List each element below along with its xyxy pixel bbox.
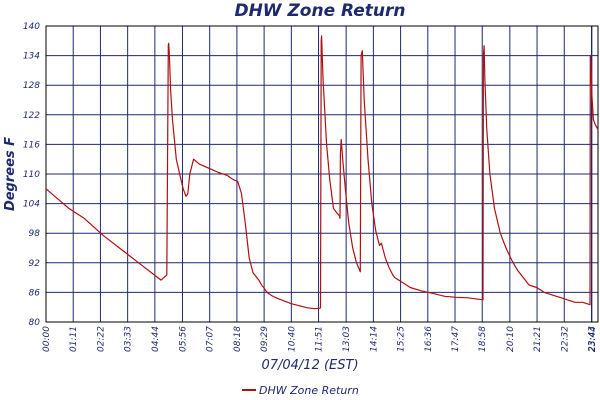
x-tick-label: 18:58 [478, 326, 488, 352]
chart-title: DHW Zone Return [234, 1, 405, 21]
y-tick-label: 140 [23, 22, 40, 32]
x-tick-labels: 00:00 01:11 02:22 03:33 04:44 05:56 07:07 08:18… [42, 326, 598, 352]
legend: DHW Zone Return [242, 384, 359, 397]
x-tick-label: 17:47 [451, 326, 461, 352]
y-tick-label: 86 [29, 288, 41, 298]
plot-frame [45, 25, 599, 323]
x-tick-label: 23:44 [588, 326, 598, 352]
y-tick-label: 92 [29, 259, 41, 269]
series-line-dhw-zone-return [45, 35, 599, 310]
y-tick-label: 134 [23, 52, 40, 62]
x-tick-label: 04:44 [151, 326, 161, 352]
x-tick-label: 21:21 [533, 326, 543, 352]
x-tick-label: 23:43 [587, 326, 597, 352]
x-tick-label: 02:22 [96, 326, 106, 352]
x-tick-label: 08:18 [233, 326, 243, 352]
y-tick-label: 128 [23, 81, 40, 91]
y-tick-label: 80 [29, 318, 41, 328]
x-tick-label: 22:32 [560, 326, 570, 352]
x-axis-label: 07/04/12 (EST) [261, 358, 358, 373]
x-tick-label: 09:29 [260, 326, 270, 352]
y-axis-label: Degrees F [3, 137, 18, 211]
x-tick-label: 14:14 [369, 326, 379, 352]
x-tick-label: 16:36 [424, 326, 434, 352]
x-tick-label: 10:40 [287, 326, 297, 352]
grid [45, 25, 598, 323]
x-tick-label: 15:25 [397, 326, 407, 352]
x-tick-label: 07:07 [206, 326, 216, 352]
series-layer [45, 35, 599, 310]
x-tick-label: 00:00 [42, 326, 52, 352]
y-tick-label: 122 [23, 111, 40, 121]
x-tick-label: 05:56 [178, 326, 188, 352]
x-tick-label: 01:11 [69, 326, 79, 352]
y-tick-label: 98 [29, 229, 41, 239]
y-tick-label: 104 [23, 200, 40, 210]
y-tick-label: 116 [23, 140, 40, 150]
legend-label: DHW Zone Return [259, 384, 359, 397]
x-tick-label: 13:03 [342, 326, 352, 352]
x-tick-label: 20:10 [506, 326, 516, 352]
x-tick-label: 11:51 [315, 326, 325, 352]
x-tick-label: 03:33 [124, 326, 134, 352]
y-tick-label: 110 [23, 170, 40, 180]
y-tick-labels: 80 86 92 98 104 110 116 122 128 134 140 [23, 22, 40, 328]
